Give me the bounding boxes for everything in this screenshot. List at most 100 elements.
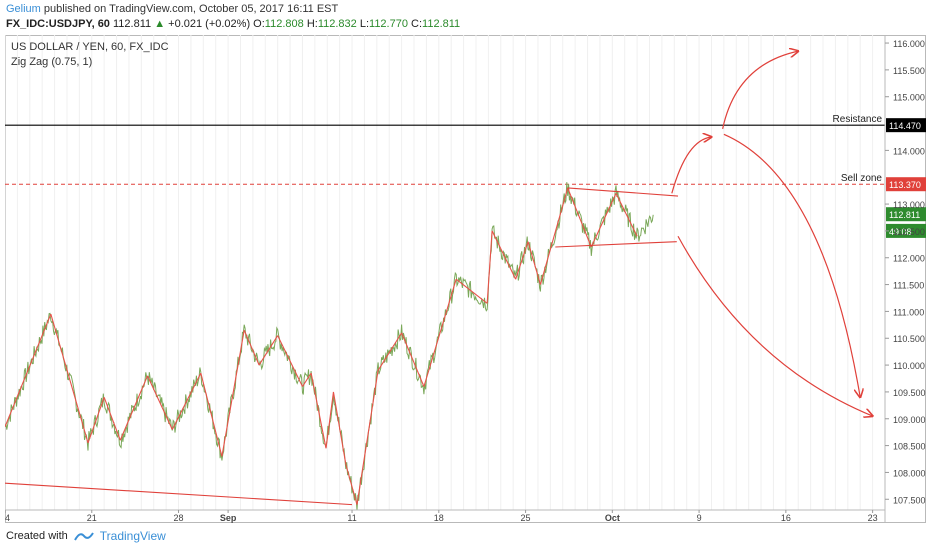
tradingview-link[interactable]: TradingView: [99, 529, 166, 543]
zigzag-segment: [615, 193, 638, 237]
x-tick-label: 16: [781, 513, 791, 523]
open-value: 112.808: [264, 18, 304, 30]
y-tick-label: 112.000: [893, 254, 925, 264]
zigzag-segment: [119, 375, 149, 441]
zigzag-segment: [87, 397, 105, 444]
zigzag-segment: [171, 372, 202, 430]
x-tick-label: 9: [697, 513, 702, 523]
zigzag-segment: [4, 313, 52, 428]
publish-line: Gelium published on TradingView.com, Oct…: [6, 3, 338, 15]
x-tick-label: 25: [521, 513, 531, 523]
level-price-tag: [886, 118, 926, 133]
zigzag-segment: [491, 230, 517, 280]
y-tick-label: 114.000: [893, 146, 925, 156]
forecast-arrow: [723, 133, 860, 397]
high-label: H:: [306, 18, 318, 30]
grid-lines: [4, 35, 886, 510]
zigzag-segment: [345, 464, 358, 505]
up-triangle-icon: ▲: [154, 18, 166, 30]
zigzag-segment: [455, 278, 488, 304]
last-price: 112.811: [113, 18, 152, 30]
x-tick-label: 18: [434, 513, 444, 523]
zigzag-segment: [423, 279, 457, 387]
close-value: 112.811: [422, 18, 461, 30]
zigzag-segment: [277, 335, 303, 387]
axes: 116.000 115.500 115.000 114.000 113.000 112.5…: [0, 35, 926, 523]
forecast-arrow: [677, 235, 873, 416]
zigzag-segment: [515, 241, 529, 280]
y-tick-label: 112.500: [893, 227, 925, 237]
x-tick-label: 23: [868, 513, 878, 523]
zigzag-segment: [243, 329, 260, 366]
y-tick-label: 110.000: [893, 361, 925, 371]
forecast-arrow: [722, 51, 799, 130]
indicator-label: Zig Zag (0.75, 1): [11, 56, 92, 68]
forecast-arrows: [671, 51, 873, 416]
zigzag-segment: [103, 397, 121, 441]
high-value: 112.832: [317, 18, 357, 30]
trendline: [4, 482, 353, 506]
zigzag-segment: [539, 187, 569, 285]
y-tick-label: 115.500: [893, 66, 925, 76]
low-label: L:: [359, 18, 370, 30]
author-link[interactable]: Gelium: [6, 3, 41, 15]
trendline: [555, 241, 677, 248]
zigzag-segment: [200, 373, 223, 457]
zigzag-segment: [401, 332, 425, 387]
footer: Created with TradingView: [6, 529, 166, 543]
forecast-arrow: [671, 137, 712, 194]
x-tick-label: Sep: [220, 513, 237, 523]
price-tag: [886, 207, 926, 222]
y-tick-label: 111.000: [893, 307, 924, 317]
y-tick-label: 113.000: [893, 200, 925, 210]
price-chart[interactable]: Resistance 114.470 Sell zone 113.370 112.811…: [0, 35, 926, 523]
zigzag-segment: [310, 373, 327, 449]
chart-area[interactable]: Resistance 114.470 Sell zone 113.370 112.811…: [0, 35, 926, 523]
x-tick-label: 14: [5, 513, 10, 523]
zigzag-segment: [325, 391, 334, 449]
close-label: C:: [411, 18, 423, 30]
plot-border: [5, 35, 926, 523]
zigzag-segment: [221, 330, 245, 457]
x-tick-label: 11: [347, 513, 356, 523]
zigzag-segment: [147, 375, 173, 430]
y-tick-label: 115.000: [893, 93, 925, 103]
level-name: Resistance: [833, 114, 883, 125]
symbol-label: FX_IDC:USDJPY, 60: [6, 18, 110, 30]
y-tick-label: 107.500: [893, 495, 926, 505]
zigzag-segment: [302, 372, 312, 387]
zigzag-segment: [590, 193, 617, 248]
level-name: Sell zone: [841, 173, 883, 184]
price-change: +0.021 (+0.02%): [168, 18, 251, 30]
open-label: O:: [253, 18, 265, 30]
chart-title: US DOLLAR / YEN, 60, FX_IDC: [11, 41, 169, 53]
trendlines: [4, 187, 679, 506]
trendline: [567, 187, 679, 197]
y-tick-label: 111.500: [893, 281, 924, 291]
zigzag-segment: [50, 313, 89, 444]
zigzag-segment: [527, 241, 541, 285]
level-lines: Resistance 114.470 Sell zone 113.370 112.811…: [5, 114, 926, 238]
created-with-label: Created with: [6, 530, 68, 542]
zigzag-segment: [258, 335, 279, 366]
zigzag-segment: [377, 332, 403, 371]
x-tick-label: 21: [87, 513, 97, 523]
low-value: 112.770: [369, 18, 408, 30]
zigzag-series: [4, 187, 638, 505]
y-tick-label: 109.500: [893, 388, 926, 398]
x-tick-label: 28: [174, 513, 184, 523]
published-text: published on TradingView.com, October 05…: [43, 3, 339, 15]
tradingview-logo-icon: [73, 532, 94, 541]
y-tick-label: 108.500: [893, 442, 926, 452]
price-tag: [886, 223, 926, 238]
y-tick-label: 110.500: [893, 334, 925, 344]
y-tick-label: 116.000: [893, 39, 925, 49]
level-price-tag: [886, 177, 926, 192]
zigzag-segment: [332, 391, 347, 465]
level-price-tag-label: 114.470: [889, 121, 921, 131]
y-tick-label: 109.000: [893, 415, 926, 425]
level-price-tag-label: 113.370: [889, 180, 921, 190]
price-tag-label: 112.811: [889, 210, 920, 220]
ohlc-line: FX_IDC:USDJPY, 60 112.811 ▲ +0.021 (+0.0…: [6, 18, 460, 30]
x-tick-label: Oct: [605, 513, 620, 523]
